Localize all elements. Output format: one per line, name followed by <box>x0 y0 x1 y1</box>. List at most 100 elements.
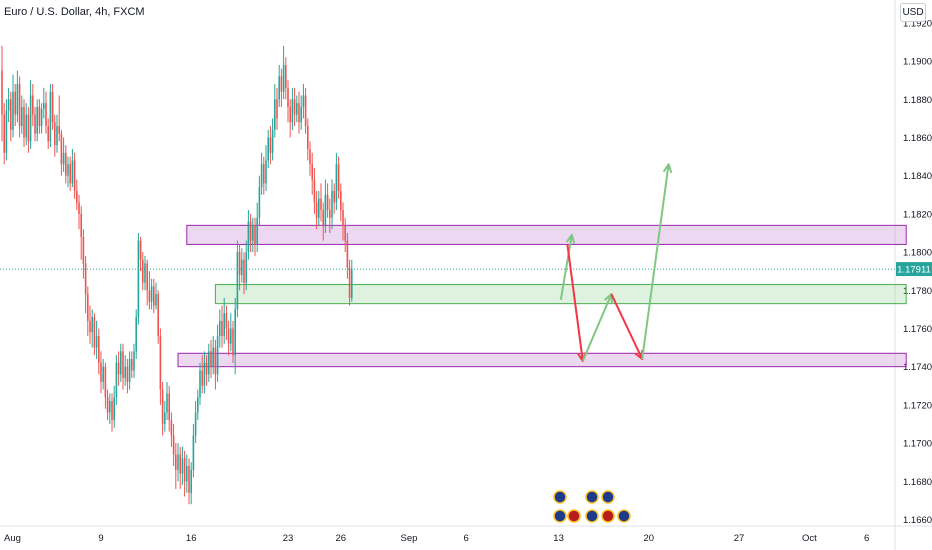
candle-body <box>256 217 258 245</box>
candle-body <box>263 164 265 184</box>
projection-green-arrow-1 <box>559 234 573 300</box>
candle-body <box>197 397 199 413</box>
y-tick-label: 1.19000 <box>903 57 932 68</box>
symbol-title: Euro / U.S. Dollar, 4h, FXCM <box>4 6 145 18</box>
x-tick-label: 6 <box>864 533 869 544</box>
candle-body <box>285 64 287 88</box>
candle-body <box>249 221 252 241</box>
candle-body <box>302 95 305 107</box>
candle-body <box>126 366 129 382</box>
candle-body <box>344 225 346 241</box>
candle-body <box>159 336 162 390</box>
candle-body <box>241 259 243 275</box>
candle-body <box>144 263 146 283</box>
candle-body <box>65 152 67 176</box>
candle-body <box>113 397 115 421</box>
candle-body <box>291 99 294 123</box>
candle-body <box>210 351 212 367</box>
y-tick-label: 1.18200 <box>903 209 932 220</box>
candle-body <box>313 179 316 203</box>
candle-body <box>131 359 133 371</box>
x-tick-label: 23 <box>283 533 294 544</box>
candle-body <box>148 290 151 302</box>
x-tick-label: 20 <box>644 533 655 544</box>
candle-body <box>47 126 49 142</box>
x-tick-label: 6 <box>464 533 469 544</box>
candle-body <box>54 122 56 146</box>
candle-body <box>333 190 335 203</box>
projection-red-arrow-2 <box>610 293 644 360</box>
candle-body <box>177 454 179 470</box>
currency-button[interactable]: USD <box>900 3 926 22</box>
candle-body <box>219 320 221 337</box>
y-tick-label: 1.19200 <box>903 18 932 29</box>
candle-body <box>243 259 245 283</box>
candle-body <box>3 114 5 153</box>
candle-body <box>223 313 225 337</box>
candle-body <box>51 91 54 123</box>
economic-event-icon <box>601 509 615 523</box>
candle-body <box>5 110 8 153</box>
candle-body <box>192 435 195 470</box>
candle-body <box>201 370 203 386</box>
candle-body <box>91 317 93 333</box>
y-tick-label: 1.18800 <box>903 95 932 106</box>
x-tick-label: 16 <box>186 533 197 544</box>
candle-body <box>280 76 283 92</box>
candle-body <box>153 286 155 306</box>
candle-body <box>104 366 107 398</box>
candle-body <box>155 294 157 306</box>
y-tick-label: 1.18000 <box>903 248 932 259</box>
candle-body <box>95 336 98 348</box>
candle-body <box>69 164 71 184</box>
candle-body <box>304 95 307 127</box>
candle-body <box>67 164 69 176</box>
candle-body <box>73 160 76 191</box>
candle-body <box>348 267 351 298</box>
candle-body <box>87 294 89 321</box>
candle-body <box>137 240 140 318</box>
candle-body <box>62 152 65 165</box>
candle-body <box>29 95 32 142</box>
candle-body <box>311 164 313 180</box>
candle-body <box>214 347 217 375</box>
candle-body <box>102 366 104 382</box>
x-tick-label: 13 <box>553 533 564 544</box>
candle-body <box>276 99 278 119</box>
candle-body <box>324 194 327 226</box>
y-tick-label: 1.17400 <box>903 362 932 373</box>
candle-body <box>142 259 144 283</box>
candle-body <box>296 103 298 115</box>
candle-body <box>232 328 234 356</box>
candle-body <box>188 465 190 493</box>
candle-body <box>115 362 118 398</box>
candle-body <box>45 103 47 127</box>
candle-body <box>318 198 320 218</box>
candle-body <box>157 294 159 337</box>
candle-body <box>98 336 100 363</box>
last-price-label: 1.17911 <box>897 265 931 276</box>
y-tick-label: 1.16600 <box>903 515 932 526</box>
x-tick-label: Aug <box>4 533 21 544</box>
candle-body <box>93 317 96 348</box>
projection-green-arrow-2 <box>581 293 613 362</box>
candle-body <box>258 187 261 218</box>
candle-body <box>161 389 164 424</box>
candle-body <box>60 133 63 165</box>
candle-body <box>278 76 280 100</box>
candle-body <box>225 313 228 329</box>
candle-body <box>199 370 201 398</box>
candle-body <box>14 91 16 115</box>
candle-body <box>271 129 274 153</box>
candle-body <box>40 108 43 127</box>
candle-body <box>175 454 177 470</box>
candle-body <box>320 198 322 211</box>
candle-body <box>100 362 102 382</box>
candle-body <box>166 393 168 413</box>
last-price-tag <box>896 262 932 277</box>
y-tick-label: 1.18400 <box>903 171 932 182</box>
candle-body <box>179 454 181 474</box>
candle-body <box>216 336 219 375</box>
candle-body <box>212 347 214 367</box>
